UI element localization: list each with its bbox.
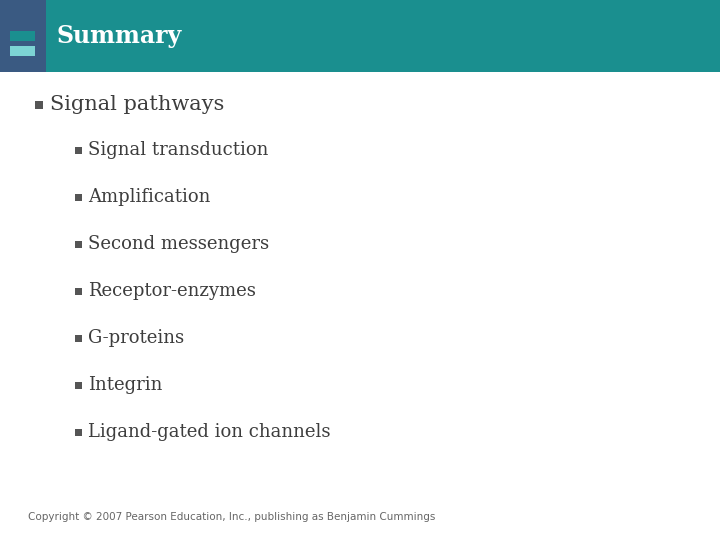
Bar <box>10 31 35 41</box>
Bar <box>75 381 82 388</box>
Bar <box>0 0 720 72</box>
Text: Copyright © 2007 Pearson Education, Inc., publishing as Benjamin Cummings: Copyright © 2007 Pearson Education, Inc.… <box>28 512 436 522</box>
Bar <box>75 193 82 200</box>
Bar <box>10 46 35 56</box>
Text: Signal transduction: Signal transduction <box>88 141 269 159</box>
Bar <box>75 334 82 341</box>
Text: Integrin: Integrin <box>88 376 163 394</box>
Text: Summary: Summary <box>56 24 181 48</box>
Text: Receptor-enzymes: Receptor-enzymes <box>88 282 256 300</box>
Bar <box>35 101 43 109</box>
Bar <box>10 16 35 26</box>
Bar <box>0 0 46 72</box>
Text: Ligand-gated ion channels: Ligand-gated ion channels <box>88 423 330 441</box>
Text: Amplification: Amplification <box>88 188 210 206</box>
Text: Second messengers: Second messengers <box>88 235 269 253</box>
Bar <box>75 240 82 247</box>
Bar <box>75 429 82 435</box>
Text: Signal pathways: Signal pathways <box>50 96 225 114</box>
Text: G-proteins: G-proteins <box>88 329 184 347</box>
Bar <box>75 287 82 294</box>
Bar <box>75 146 82 153</box>
